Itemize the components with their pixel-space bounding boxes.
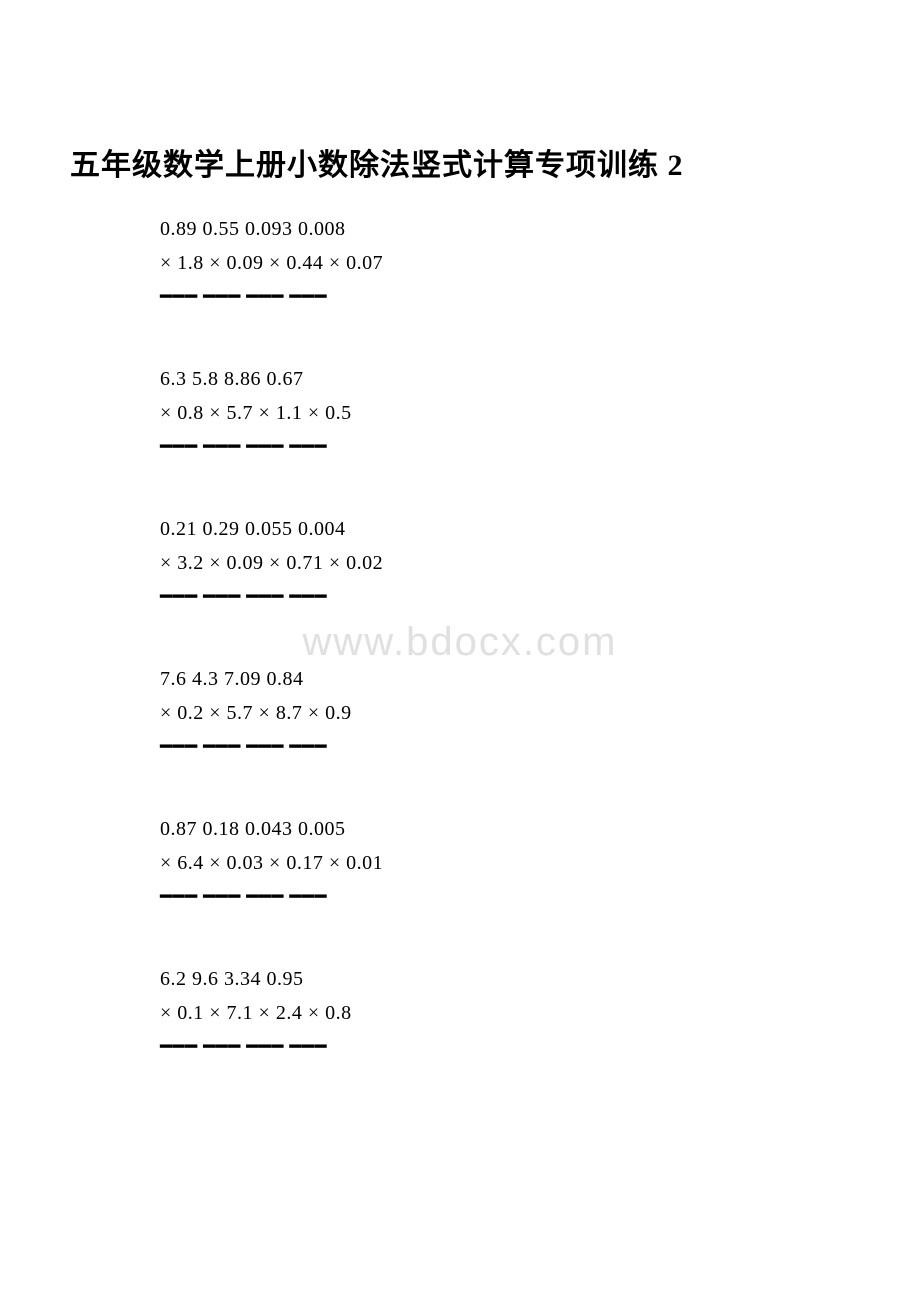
problem-group: 7.6 4.3 7.09 0.84 × 0.2 × 5.7 × 8.7 × 0.…	[160, 662, 860, 764]
problem-blanks: ━━━ ━━━ ━━━ ━━━	[160, 280, 860, 314]
problem-blanks: ━━━ ━━━ ━━━ ━━━	[160, 880, 860, 914]
problem-multipliers: × 6.4 × 0.03 × 0.17 × 0.01	[160, 846, 860, 880]
problem-blanks: ━━━ ━━━ ━━━ ━━━	[160, 1030, 860, 1064]
problem-numbers: 6.2 9.6 3.34 0.95	[160, 962, 860, 996]
problem-numbers: 0.21 0.29 0.055 0.004	[160, 512, 860, 546]
problem-group: 0.89 0.55 0.093 0.008 × 1.8 × 0.09 × 0.4…	[160, 212, 860, 314]
problem-numbers: 6.3 5.8 8.86 0.67	[160, 362, 860, 396]
problem-group: 6.3 5.8 8.86 0.67 × 0.8 × 5.7 × 1.1 × 0.…	[160, 362, 860, 464]
problem-numbers: 0.87 0.18 0.043 0.005	[160, 812, 860, 846]
problem-multipliers: × 0.8 × 5.7 × 1.1 × 0.5	[160, 396, 860, 430]
problem-blanks: ━━━ ━━━ ━━━ ━━━	[160, 580, 860, 614]
problem-blanks: ━━━ ━━━ ━━━ ━━━	[160, 430, 860, 464]
problem-group: 6.2 9.6 3.34 0.95 × 0.1 × 7.1 × 2.4 × 0.…	[160, 962, 860, 1064]
problem-multipliers: × 1.8 × 0.09 × 0.44 × 0.07	[160, 246, 860, 280]
problem-multipliers: × 0.2 × 5.7 × 8.7 × 0.9	[160, 696, 860, 730]
problem-multipliers: × 0.1 × 7.1 × 2.4 × 0.8	[160, 996, 860, 1030]
problem-numbers: 7.6 4.3 7.09 0.84	[160, 662, 860, 696]
page-title: 五年级数学上册小数除法竖式计算专项训练 2	[70, 140, 860, 184]
problem-numbers: 0.89 0.55 0.093 0.008	[160, 212, 860, 246]
document-content: 五年级数学上册小数除法竖式计算专项训练 2 0.89 0.55 0.093 0.…	[60, 140, 860, 1064]
problem-group: 0.87 0.18 0.043 0.005 × 6.4 × 0.03 × 0.1…	[160, 812, 860, 914]
problem-group: 0.21 0.29 0.055 0.004 × 3.2 × 0.09 × 0.7…	[160, 512, 860, 614]
problem-multipliers: × 3.2 × 0.09 × 0.71 × 0.02	[160, 546, 860, 580]
problem-blanks: ━━━ ━━━ ━━━ ━━━	[160, 730, 860, 764]
